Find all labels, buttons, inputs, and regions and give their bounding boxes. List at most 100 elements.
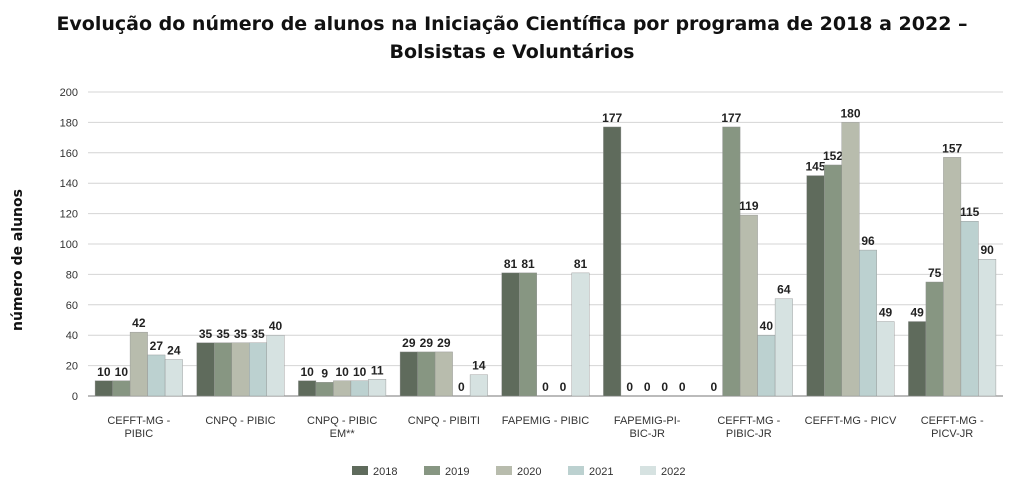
data-label-4-2021: 0 — [560, 380, 567, 394]
data-label-1-2019: 35 — [216, 327, 230, 341]
data-label-8-2018: 49 — [910, 306, 924, 320]
data-label-0-2022: 24 — [167, 344, 181, 358]
data-label-5-2020: 0 — [644, 380, 651, 394]
bar-7-2021 — [859, 249, 877, 397]
category-label-5-1: BIC-JR — [629, 428, 665, 440]
bar-0-2020 — [129, 331, 148, 397]
chart-title-line-1: Evolução do número de alunos na Iniciaçã… — [56, 13, 968, 35]
legend-swatch-2021 — [568, 466, 584, 475]
bar-6-2019 — [722, 126, 741, 397]
bar-0-2018 — [94, 380, 113, 397]
legend-swatch-2020 — [496, 466, 512, 475]
y-tick-label-60: 60 — [66, 300, 78, 312]
category-label-6-1: PIBIC-JR — [726, 428, 772, 440]
legend-swatch-2022 — [640, 466, 656, 475]
bar-8-2019 — [925, 281, 944, 397]
bar-4-2019 — [519, 272, 537, 397]
data-label-2-2022: 11 — [371, 363, 384, 377]
bar-8-2021 — [960, 220, 979, 397]
category-label-0-0: CEFFT-MG - — [107, 415, 170, 427]
data-label-3-2019: 29 — [420, 336, 434, 350]
category-label-4-0: FAPEMIG - PIBIC — [502, 415, 589, 427]
bar-1-2020 — [231, 342, 250, 397]
legend-swatch-2018 — [352, 466, 368, 475]
data-label-5-2018: 177 — [602, 111, 622, 125]
category-label-8-0: CEFFT-MG - — [921, 415, 984, 427]
bar-5-2018 — [603, 126, 622, 397]
bar-3-2022 — [469, 374, 488, 397]
data-label-6-2018: 0 — [710, 380, 717, 394]
data-label-4-2022: 81 — [574, 257, 588, 271]
category-label-5-0: FAPEMIG-PI- — [614, 415, 681, 427]
legend-label-2022: 2022 — [661, 466, 685, 478]
y-tick-label-200: 200 — [60, 87, 78, 99]
chart-title-line-2: Bolsistas e Voluntários — [389, 41, 635, 63]
y-tick-label-160: 160 — [60, 148, 78, 160]
y-tick-label-40: 40 — [66, 330, 78, 342]
data-label-7-2019: 152 — [823, 149, 843, 163]
legend-swatch-2019 — [424, 466, 440, 475]
data-label-6-2019: 177 — [721, 111, 741, 125]
category-label-6-0: CEFFT-MG - — [717, 415, 780, 427]
data-label-1-2021: 35 — [251, 327, 265, 341]
bar-6-2021 — [757, 335, 776, 397]
bar-8-2018 — [908, 321, 927, 397]
bar-1-2022 — [266, 335, 285, 397]
data-label-1-2020: 35 — [234, 327, 248, 341]
data-label-8-2020: 157 — [942, 141, 962, 155]
data-label-2-2019: 9 — [321, 366, 328, 380]
bar-2-2019 — [315, 382, 334, 397]
bar-3-2020 — [434, 351, 453, 397]
legend-label-2020: 2020 — [517, 466, 541, 478]
bar-0-2021 — [147, 354, 166, 397]
bar-0-2019 — [112, 380, 131, 397]
bar-4-2018 — [501, 272, 520, 397]
data-label-0-2018: 10 — [97, 365, 111, 379]
bar-6-2022 — [774, 298, 793, 397]
data-label-1-2022: 40 — [269, 319, 283, 333]
category-label-3-0: CNPQ - PIBITI — [408, 415, 480, 427]
bar-1-2019 — [214, 342, 232, 397]
data-label-5-2019: 0 — [626, 380, 633, 394]
data-label-8-2022: 90 — [980, 243, 994, 257]
data-label-7-2020: 180 — [840, 106, 860, 120]
data-label-5-2022: 0 — [679, 380, 686, 394]
data-label-7-2022: 49 — [879, 306, 893, 320]
bar-1-2021 — [249, 342, 267, 397]
bar-3-2019 — [417, 351, 436, 397]
data-label-4-2019: 81 — [521, 257, 535, 271]
bar-1-2018 — [196, 342, 215, 397]
y-tick-label-0: 0 — [72, 391, 78, 403]
data-label-8-2021: 115 — [960, 205, 980, 219]
bar-0-2022 — [164, 359, 183, 397]
legend-label-2018: 2018 — [373, 466, 397, 478]
bar-7-2022 — [876, 321, 895, 397]
bar-7-2019 — [824, 164, 842, 397]
data-label-8-2019: 75 — [928, 266, 942, 280]
data-label-7-2018: 145 — [805, 160, 825, 174]
legend-label-2019: 2019 — [445, 466, 469, 478]
legend-label-2021: 2021 — [589, 466, 613, 478]
data-label-7-2021: 96 — [861, 234, 875, 248]
y-tick-label-180: 180 — [60, 117, 78, 129]
data-label-3-2021: 0 — [458, 380, 465, 394]
y-tick-label-140: 140 — [60, 178, 78, 190]
bar-2-2018 — [298, 380, 317, 397]
category-label-0-1: PIBIC — [124, 428, 153, 440]
data-label-4-2020: 0 — [542, 380, 549, 394]
bar-4-2022 — [571, 272, 590, 397]
bar-3-2018 — [399, 351, 418, 397]
data-label-0-2021: 27 — [150, 339, 164, 353]
bar-2-2022 — [368, 379, 387, 397]
data-label-0-2020: 42 — [132, 316, 146, 330]
data-label-1-2018: 35 — [199, 327, 213, 341]
chart-title: Evolução do número de alunos na Iniciaçã… — [0, 10, 1024, 66]
bar-2-2021 — [350, 380, 369, 397]
y-tick-label-100: 100 — [60, 239, 78, 251]
data-label-6-2021: 40 — [760, 319, 774, 333]
data-label-2-2020: 10 — [335, 365, 349, 379]
data-label-3-2022: 14 — [472, 359, 486, 373]
category-label-1-0: CNPQ - PIBIC — [205, 415, 275, 427]
bar-6-2020 — [739, 214, 758, 397]
